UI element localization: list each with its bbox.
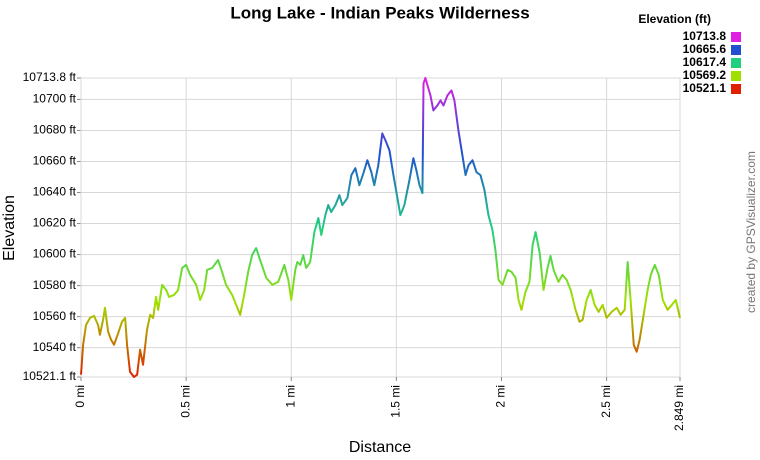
legend-swatch <box>731 32 741 42</box>
x-tick-label: 2 mi <box>494 385 508 408</box>
x-axis-title: Distance <box>349 439 411 456</box>
y-tick-label: 10560 ft <box>33 309 77 323</box>
legend-swatch <box>731 71 741 81</box>
legend-swatch <box>731 45 741 55</box>
legend-label: 10521.1 <box>683 81 727 95</box>
legend-title: Elevation (ft) <box>638 12 711 26</box>
x-tick-label: 2.849 mi <box>672 385 686 431</box>
y-tick-label: 10580 ft <box>33 278 77 292</box>
y-tick-label: 10540 ft <box>33 340 77 354</box>
elevation-line <box>80 77 681 378</box>
y-tick-label: 10620 ft <box>33 216 77 230</box>
legend-label: 10617.4 <box>683 55 727 69</box>
legend-label: 10665.6 <box>683 42 727 56</box>
legend-label: 10713.8 <box>683 29 727 43</box>
x-tick-label: 0 mi <box>73 385 87 408</box>
y-tick-label: 10600 ft <box>33 247 77 261</box>
legend-label: 10569.2 <box>683 68 727 82</box>
y-tick-label: 10713.8 ft <box>23 70 77 84</box>
y-tick-label: 10640 ft <box>33 185 77 199</box>
x-tick-label: 1 mi <box>283 385 297 408</box>
legend-swatch <box>731 58 741 68</box>
y-tick-label: 10700 ft <box>33 92 77 106</box>
plot-frame <box>80 77 681 378</box>
legend-swatch <box>731 84 741 94</box>
y-tick-label: 10521.1 ft <box>23 369 77 383</box>
credit: created by GPSVisualizer.com <box>744 151 758 313</box>
chart-title: Long Lake - Indian Peaks Wilderness <box>230 3 529 22</box>
y-axis-title: Elevation <box>1 195 18 261</box>
y-tick-label: 10680 ft <box>33 123 77 137</box>
x-tick-label: 1.5 mi <box>389 385 403 418</box>
y-tick-label: 10660 ft <box>33 154 77 168</box>
x-tick-label: 2.5 mi <box>599 385 613 418</box>
x-tick-label: 0.5 mi <box>178 385 192 418</box>
